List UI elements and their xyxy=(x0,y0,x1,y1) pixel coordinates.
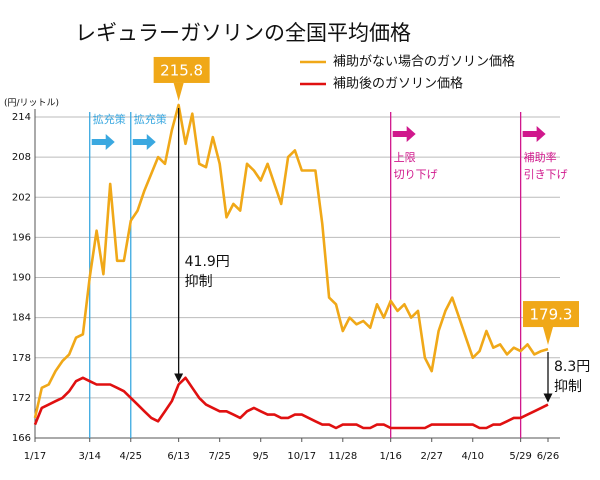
y-tick-label: 214 xyxy=(12,112,31,123)
chart-title: レギュラーガソリンの全国平均価格 xyxy=(75,21,411,45)
event-arrow xyxy=(132,134,156,150)
x-tick-label: 7/25 xyxy=(208,451,230,462)
x-tick-label: 4/10 xyxy=(462,451,484,462)
x-tick-label: 6/13 xyxy=(167,451,189,462)
x-tick-label: 4/25 xyxy=(120,451,142,462)
event-label: 切り下げ xyxy=(394,168,438,181)
event-arrow xyxy=(522,126,546,142)
x-tick-label: 5/29 xyxy=(509,451,531,462)
y-tick-label: 208 xyxy=(12,152,31,163)
series-line xyxy=(33,103,549,419)
event-label: 引き下げ xyxy=(524,167,568,181)
callout-pointer xyxy=(173,82,184,101)
x-tick-label: 2/27 xyxy=(420,451,442,462)
event-label: 拡充策 xyxy=(93,112,126,126)
y-axis-label: (円/リットル) xyxy=(4,98,59,109)
event-label: 補助率 xyxy=(524,150,557,164)
event-arrow xyxy=(392,126,416,142)
y-tick-label: 172 xyxy=(12,393,31,404)
legend-label: 補助後のガソリン価格 xyxy=(333,76,463,92)
y-tick-label: 178 xyxy=(12,353,31,364)
y-tick-label: 202 xyxy=(12,192,31,203)
callout-box xyxy=(523,301,579,328)
callout-label: 215.8 xyxy=(160,61,203,79)
x-tick-label: 9/5 xyxy=(253,451,269,462)
callout-box xyxy=(153,56,210,83)
reduction-label: 抑制 xyxy=(554,379,582,395)
reduction-label: 41.9円 xyxy=(185,254,230,270)
x-tick-label: 1/17 xyxy=(24,451,46,462)
reduction-label: 抑制 xyxy=(185,274,213,290)
y-tick-label: 166 xyxy=(12,433,31,444)
x-tick-label: 10/17 xyxy=(287,451,316,462)
x-tick-label: 3/14 xyxy=(78,451,100,462)
callout-label: 179.3 xyxy=(530,306,573,324)
event-arrow xyxy=(91,134,115,150)
reduction-label: 8.3円 xyxy=(554,359,590,375)
y-tick-label: 184 xyxy=(12,313,31,324)
legend-label: 補助がない場合のガソリン価格 xyxy=(333,54,515,70)
y-tick-label: 190 xyxy=(12,273,31,284)
x-tick-label: 11/28 xyxy=(328,451,357,462)
event-label: 拡充策 xyxy=(134,112,167,126)
event-label: 上限 xyxy=(394,151,416,164)
x-tick-label: 6/26 xyxy=(537,451,559,462)
callout-pointer xyxy=(543,327,553,346)
y-tick-label: 196 xyxy=(12,232,31,243)
x-tick-label: 1/16 xyxy=(379,451,401,462)
series-line xyxy=(33,376,549,430)
